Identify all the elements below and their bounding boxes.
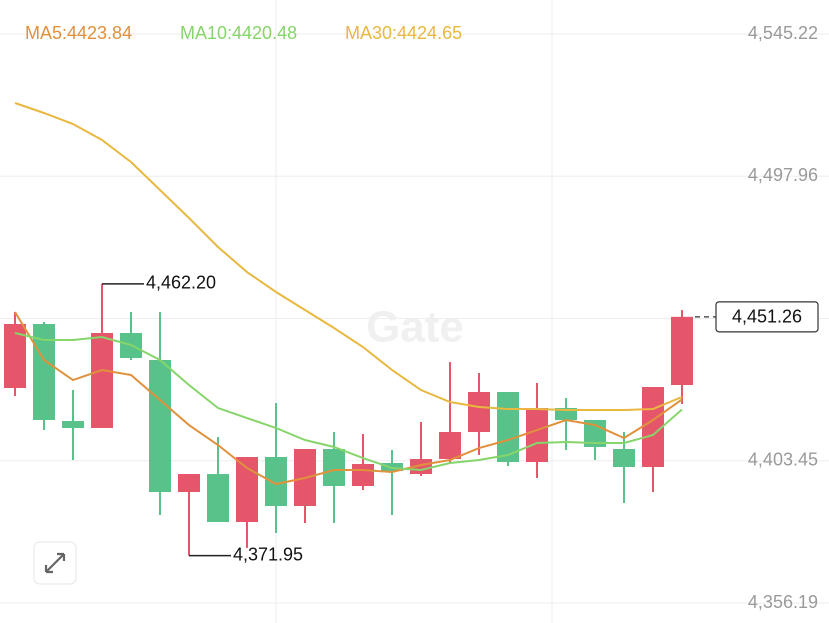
candle-body xyxy=(526,408,548,463)
y-tick-label: 4,497.96 xyxy=(748,165,818,185)
candle-body xyxy=(671,316,693,386)
last-price-box xyxy=(715,301,819,333)
watermark: Gate xyxy=(366,303,464,352)
ma-line xyxy=(14,311,683,486)
ma-line xyxy=(14,332,683,472)
candle-body xyxy=(4,324,26,389)
candle-body xyxy=(613,449,635,468)
candle-body xyxy=(236,457,258,523)
legend-entry: MA10:4420.48 xyxy=(180,23,297,43)
expand-icon xyxy=(44,552,66,574)
candle-body xyxy=(149,360,171,493)
high-label: 4,462.20 xyxy=(146,273,216,293)
candle-body xyxy=(265,457,287,507)
low-label: 4,371.95 xyxy=(233,544,303,564)
candle-body xyxy=(468,392,490,433)
legend-entry: MA5:4423.84 xyxy=(25,23,132,43)
candle-body xyxy=(33,324,55,420)
candle-body xyxy=(323,449,345,487)
y-tick-label: 4,356.19 xyxy=(748,592,818,612)
candle-body xyxy=(62,421,84,429)
candle-body xyxy=(352,464,374,487)
expand-button[interactable] xyxy=(33,541,77,585)
last-price-label: 4,451.26 xyxy=(732,307,802,327)
y-tick-label: 4,545.22 xyxy=(748,23,818,43)
y-tick-label: 4,403.45 xyxy=(748,450,818,470)
candle-body xyxy=(439,432,461,460)
legend-entry: MA30:4424.65 xyxy=(345,23,462,43)
candle-body xyxy=(91,333,113,429)
ma-line xyxy=(14,102,683,412)
candle-body xyxy=(178,474,200,493)
candle-body xyxy=(555,408,577,420)
candle-body xyxy=(207,474,229,523)
